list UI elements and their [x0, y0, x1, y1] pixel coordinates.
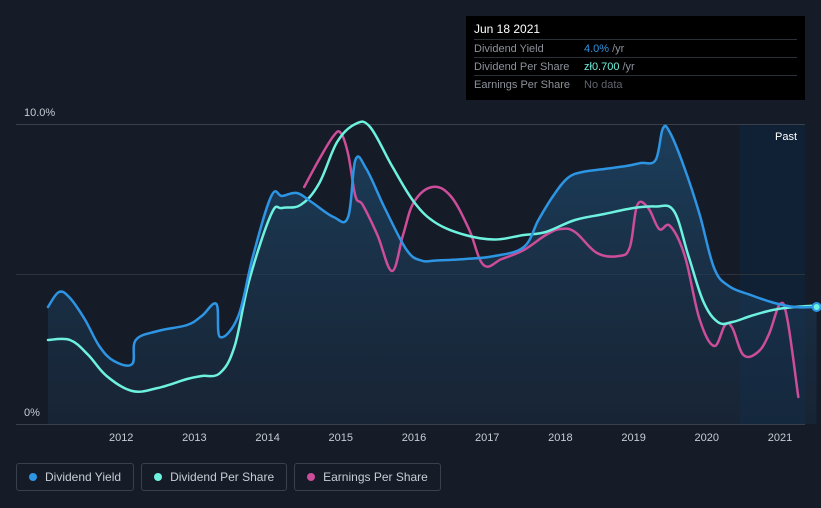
x-tick-label: 2017 [475, 432, 499, 444]
tooltip-value: zł0.700 [584, 60, 620, 73]
x-tick-label: 2020 [695, 432, 719, 444]
x-tick-label: 2012 [109, 432, 133, 444]
dividend-yield-area [48, 125, 817, 424]
legend-dot-icon [154, 473, 163, 481]
tooltip-row-earnings-per-share: Earnings Per Share No data [474, 75, 797, 93]
tooltip-label: Dividend Yield [474, 42, 544, 55]
tooltip-date: Jun 18 2021 [474, 22, 541, 36]
legend-dot-icon [307, 473, 316, 481]
legend-label: Dividend Yield [45, 470, 122, 484]
tooltip-row-dividend-yield: Dividend Yield 4.0% /yr [474, 39, 797, 57]
x-tick-label: 2019 [621, 432, 645, 444]
legend-dividend-per-share[interactable]: Dividend Per Share [141, 463, 288, 491]
y-tick-label-top: 10.0% [24, 107, 55, 119]
legend-earnings-per-share[interactable]: Earnings Per Share [294, 463, 441, 491]
x-tick-label: 2013 [182, 432, 206, 444]
x-tick-label: 2021 [768, 432, 792, 444]
tooltip-unit: /yr [622, 60, 635, 73]
tooltip-value: No data [584, 78, 623, 91]
legend-label: Earnings Per Share [323, 470, 428, 484]
dividend-per-share-line [46, 120, 818, 394]
x-tick-label: 2015 [329, 432, 353, 444]
past-label: Past [775, 131, 797, 143]
legend: Dividend Yield Dividend Per Share Earnin… [16, 463, 441, 491]
y-tick-label-bottom: 0% [24, 407, 40, 419]
legend-dividend-yield[interactable]: Dividend Yield [16, 463, 135, 491]
dividend-yield-line [46, 124, 818, 367]
x-tick-label: 2018 [548, 432, 572, 444]
tooltip-label: Earnings Per Share [474, 78, 570, 91]
legend-dot-icon [29, 473, 37, 481]
tooltip: Jun 18 2021 Dividend Yield 4.0% /yr Divi… [466, 16, 805, 100]
earnings-per-share-line [302, 130, 800, 399]
tooltip-row-dividend-per-share: Dividend Per Share zł0.700 /yr [474, 57, 797, 75]
tooltip-label: Dividend Per Share [474, 60, 570, 73]
legend-label: Dividend Per Share [170, 470, 275, 484]
end-marker [811, 302, 821, 312]
x-tick-label: 2014 [255, 432, 279, 444]
tooltip-unit: /yr [612, 42, 625, 55]
x-tick-label: 2016 [402, 432, 426, 444]
tooltip-value: 4.0% [584, 42, 610, 55]
